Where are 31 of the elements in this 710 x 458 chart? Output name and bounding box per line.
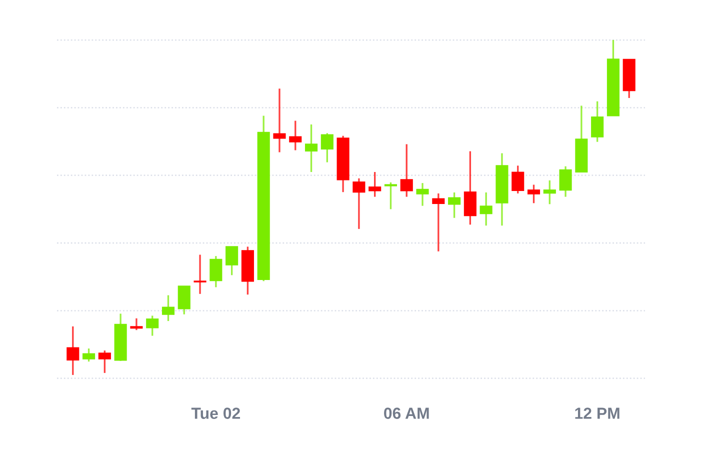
candlestick [210,255,222,288]
candlestick [543,180,556,205]
x-tick-label: Tue 02 [191,408,240,419]
candlestick [591,100,604,143]
candlestick [464,150,476,226]
x-tick-label: 12 PM [575,408,620,419]
candlestick [66,326,80,376]
candlestick [432,192,445,252]
candlestick [98,350,111,374]
candlestick [194,254,206,295]
candlestick [130,318,143,331]
candlestick [384,182,398,210]
candlestick [178,285,190,316]
candlestick [273,88,286,154]
candlestick [146,314,159,337]
candlestick [448,192,461,219]
candlestick [368,171,382,198]
candlestick [512,164,524,194]
candlestick [559,165,572,198]
x-tick-label: 06 AM [384,408,429,419]
candlestick [304,124,318,173]
candlestick [289,120,302,152]
candlestick [226,246,238,276]
candlestick [162,294,175,322]
candlestick [352,178,366,230]
candlestick [416,182,429,207]
candlestick [400,143,413,198]
candlestick [320,132,334,164]
candlestick [82,348,96,362]
candlestick [527,184,540,204]
candlestick [480,192,492,226]
